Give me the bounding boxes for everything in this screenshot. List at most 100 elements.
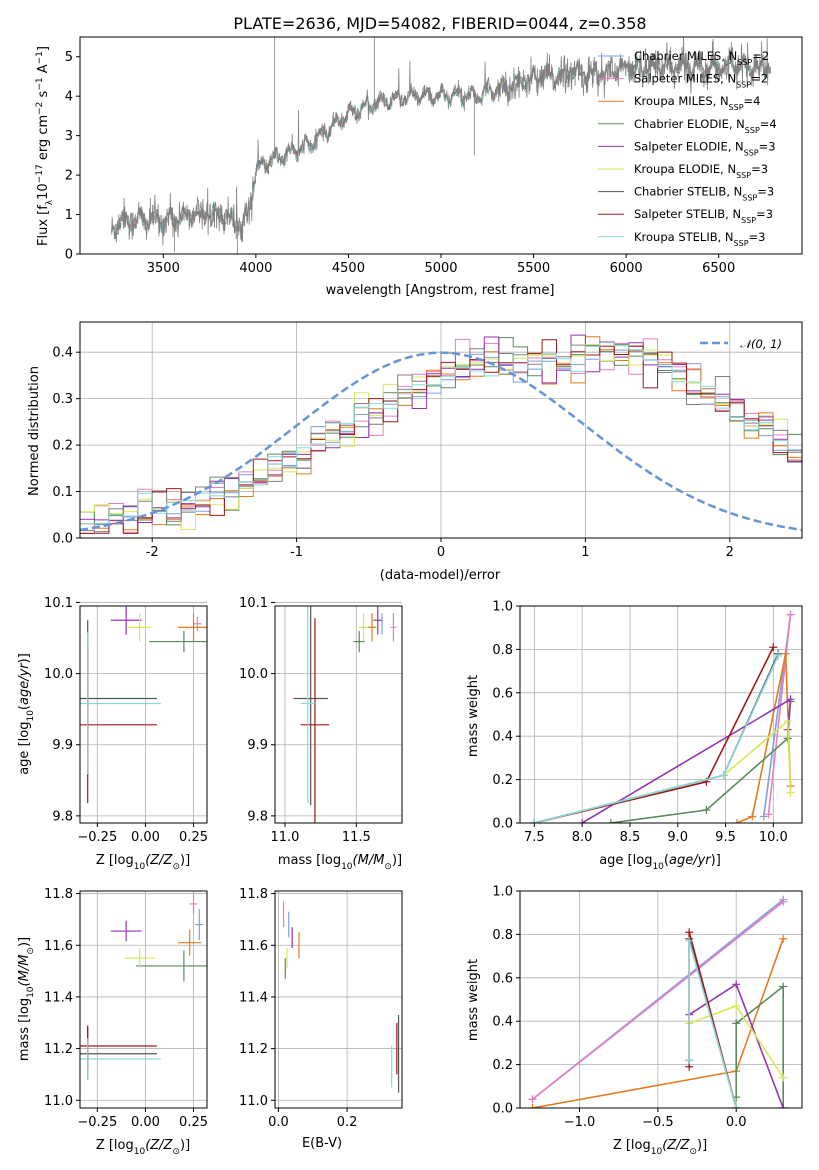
axes-frame: [79, 605, 208, 824]
axes-frame: [519, 890, 803, 1109]
y-tick-label: 9.8: [247, 809, 268, 824]
weight-marker: [779, 982, 788, 991]
legend-label: Kroupa MILES, NSSP=4: [634, 94, 760, 112]
legend-label: Kroupa STELIB, NSSP=3: [634, 230, 765, 248]
histogram-k_elodie: [80, 344, 802, 530]
weight-marker: [732, 1104, 741, 1108]
x-tick-label: -2: [146, 545, 159, 560]
y-tick-label: 0.2: [492, 1058, 513, 1073]
x-tick-label: 3500: [147, 261, 180, 276]
weight-z-xlabel: Z [log10(Z/Z⊙)]: [613, 1138, 707, 1157]
y-tick-label: 9.8: [52, 809, 73, 824]
y-tick-label: 11.2: [44, 1042, 73, 1057]
legend-label: 𝒩(0, 1): [740, 337, 782, 351]
y-tick-label: 11.8: [239, 887, 268, 902]
axes-age-vs-Z: −0.25 0.00 0.25 9.8 9.9 10.0 10.1: [44, 596, 208, 845]
axes-mass-vs-ebv: 0.0 0.2 11.0 11.2 11.4 11.6 11.8: [239, 887, 403, 1130]
observed-spectrum: [111, 37, 771, 246]
mass-z-xlabel: Z [log10(Z/Z⊙)]: [96, 1138, 190, 1157]
weight-marker: [732, 1002, 741, 1011]
y-tick-label: 0.6: [492, 971, 513, 986]
y-tick-label: 11.4: [44, 990, 73, 1005]
y-tick-label: 11.4: [239, 990, 268, 1005]
x-tick-label: 10.0: [759, 830, 788, 845]
plot-area: [80, 606, 207, 804]
weight-marker: [779, 1104, 788, 1108]
axes-frame: [519, 605, 803, 824]
residual-xlabel: (data-model)/error: [380, 568, 501, 583]
x-tick-label: 4500: [332, 261, 365, 276]
x-tick-label: 5000: [424, 261, 457, 276]
weight-line: [532, 901, 784, 1100]
axes-weight-vs-Z: −1.0 −0.5 0.0 0.0 0.2 0.4 0.6 0.8 1.0: [492, 885, 803, 1130]
x-tick-label: −0.25: [77, 1115, 117, 1130]
plot-area: [528, 895, 788, 1108]
weight-marker: [685, 936, 694, 945]
x-tick-label: −0.25: [77, 830, 117, 845]
weight-marker: [685, 1056, 694, 1065]
axes-frame: [274, 890, 403, 1109]
axes-mass-vs-Z: −0.25 0.00 0.25 11.0 11.2 11.4 11.6 11.8: [44, 887, 208, 1130]
weight-marker: [779, 1073, 788, 1082]
y-tick-label: 2: [65, 169, 73, 184]
legend-label: Chabrier MILES, NSSP=2: [634, 49, 769, 67]
plot-area: [530, 610, 795, 823]
x-tick-label: 8.5: [620, 830, 641, 845]
x-tick-label: 4000: [239, 261, 272, 276]
weight-marker: [685, 928, 694, 937]
x-tick-label: 5500: [517, 261, 550, 276]
y-tick-label: 0.2: [492, 773, 513, 788]
weight-marker: [732, 980, 741, 989]
weight-line: [767, 614, 792, 815]
ebv-xlabel: E(B-V): [302, 1136, 342, 1151]
weight-marker: [528, 1104, 537, 1108]
y-tick-label: 0.4: [52, 346, 73, 361]
weight-line: [735, 984, 785, 1108]
y-tick-label: 0.4: [492, 730, 513, 745]
weight-age-xlabel: age [log10(age/yr)]: [599, 853, 721, 872]
x-tick-label: 1: [581, 545, 589, 560]
mass-z-ylabel: mass [log10(M/M⊙)]: [17, 937, 36, 1061]
x-tick-label: 7.5: [524, 830, 545, 845]
weight-marker: [528, 1095, 537, 1104]
legend-label: Chabrier STELIB, NSSP=3: [634, 185, 774, 203]
weight-marker: [764, 810, 773, 819]
x-tick-label: 0.25: [179, 1115, 208, 1130]
weight-age-ylabel: mass weight: [466, 675, 481, 757]
y-tick-label: 11.2: [239, 1042, 268, 1057]
x-tick-label: 6500: [702, 261, 735, 276]
age-z-xlabel: Z [log10(Z/Z⊙)]: [96, 853, 190, 872]
y-tick-label: 11.6: [239, 939, 268, 954]
legend-label: Chabrier ELODIE, NSSP=4: [634, 117, 777, 135]
plot-area: [80, 893, 207, 1080]
y-tick-label: 0.2: [52, 439, 73, 454]
y-tick-label: 5: [65, 50, 73, 65]
weight-marker: [606, 819, 615, 823]
y-tick-label: 4: [65, 90, 73, 105]
age-z-ylabel: age [log10(age/yr)]: [17, 653, 36, 775]
legend-label: Salpeter ELODIE, NSSP=3: [634, 139, 776, 157]
plot-area: [293, 606, 397, 823]
model-spectrum-k_stelib: [111, 52, 771, 234]
x-tick-label: 0.25: [179, 830, 208, 845]
x-tick-label: 0.0: [726, 1115, 747, 1130]
normal-curve: [80, 351, 802, 532]
y-tick-label: 0.0: [52, 532, 73, 547]
y-tick-label: 11.0: [44, 1094, 73, 1109]
y-tick-label: 10.1: [44, 596, 73, 611]
x-tick-label: 2: [726, 545, 734, 560]
y-tick-label: 0.8: [492, 928, 513, 943]
plot-area: [111, 37, 771, 254]
axes-frame: [274, 605, 403, 824]
x-tick-label: 0.00: [131, 830, 160, 845]
x-tick-label: 0.00: [131, 1115, 160, 1130]
weight-marker: [769, 643, 778, 652]
y-tick-label: 1.0: [492, 885, 513, 900]
weight-marker: [530, 819, 539, 823]
y-tick-label: 9.9: [52, 738, 73, 753]
spectrum-title: PLATE=2636, MJD=54082, FIBERID=0044, z=0…: [233, 14, 646, 33]
weight-marker: [779, 934, 788, 943]
plot-area: [282, 901, 400, 1093]
weight-marker: [783, 717, 792, 726]
